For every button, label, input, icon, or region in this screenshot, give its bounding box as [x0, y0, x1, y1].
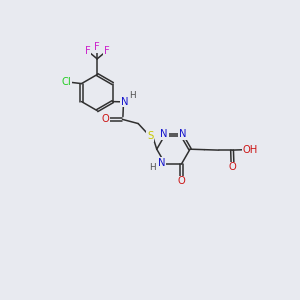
Text: F: F — [85, 46, 90, 56]
Text: N: N — [160, 129, 168, 139]
Text: O: O — [229, 162, 236, 172]
Text: O: O — [178, 176, 186, 186]
Text: S: S — [147, 131, 153, 142]
Text: F: F — [104, 46, 110, 56]
Text: N: N — [179, 129, 186, 139]
Text: N: N — [158, 158, 166, 168]
Text: OH: OH — [243, 145, 258, 155]
Text: N: N — [121, 97, 128, 106]
Text: H: H — [129, 91, 136, 100]
Text: Cl: Cl — [62, 77, 72, 87]
Text: H: H — [149, 163, 156, 172]
Text: F: F — [94, 42, 100, 52]
Text: O: O — [101, 114, 109, 124]
